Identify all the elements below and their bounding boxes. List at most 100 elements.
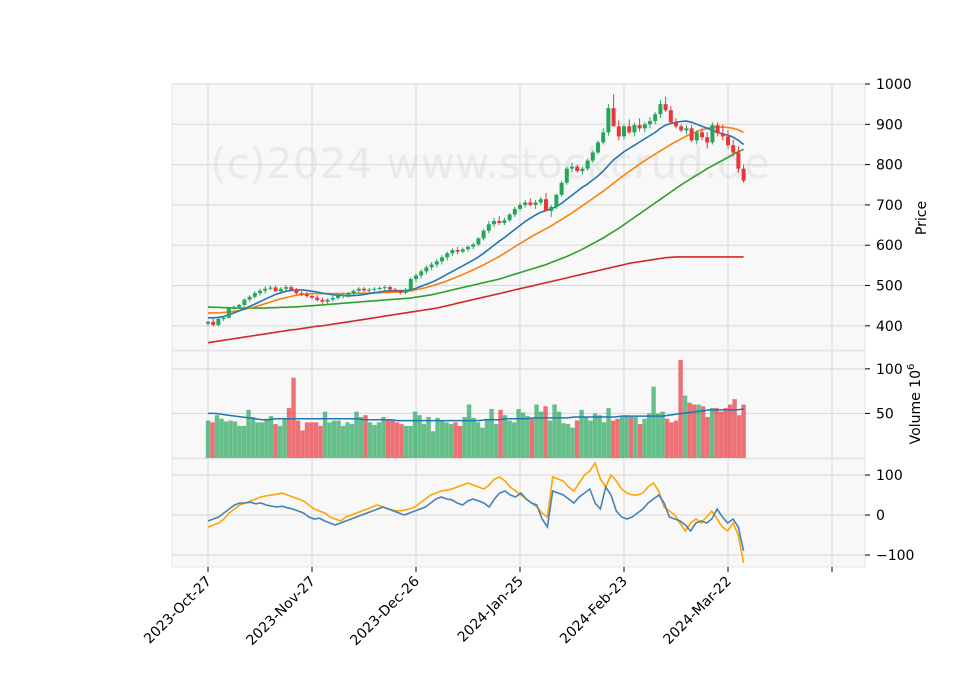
volume-bar bbox=[372, 425, 377, 458]
volume-bar bbox=[457, 425, 463, 458]
y-tick-label: 0 bbox=[876, 508, 885, 524]
candle-body bbox=[580, 168, 585, 172]
candle-body bbox=[330, 298, 335, 300]
volume-bar bbox=[345, 422, 350, 458]
ma200-line bbox=[207, 256, 744, 344]
volume-bar bbox=[628, 416, 634, 458]
candle-body bbox=[429, 264, 434, 268]
candle-body bbox=[700, 132, 704, 138]
x-tick-label: 2024-Mar-22 bbox=[661, 574, 735, 648]
candle-body bbox=[419, 271, 424, 276]
candle-body bbox=[247, 296, 252, 300]
candle-body bbox=[252, 293, 257, 297]
ma20-line bbox=[208, 126, 744, 314]
candle-body bbox=[741, 168, 746, 181]
volume-bar bbox=[255, 422, 260, 458]
volume-bar bbox=[340, 425, 346, 458]
volume-bar bbox=[565, 424, 571, 458]
volume-bar bbox=[246, 409, 251, 458]
volume-bar bbox=[241, 425, 247, 458]
candle-body bbox=[632, 125, 637, 133]
volume-bar bbox=[502, 415, 508, 458]
y-tick-label: 100 bbox=[876, 362, 903, 378]
x-tick-label: 2024-Jan-25 bbox=[455, 574, 527, 646]
candle-body bbox=[341, 295, 346, 297]
candle-body bbox=[304, 294, 309, 296]
x-tick-label: 2024-Feb-23 bbox=[557, 574, 631, 648]
moving-average-lines bbox=[207, 120, 745, 344]
candle-body bbox=[590, 152, 595, 161]
candle-body bbox=[642, 124, 647, 129]
candle-body bbox=[242, 299, 247, 305]
volume-bar bbox=[592, 413, 598, 458]
price-panel-bg bbox=[171, 83, 866, 351]
volume-bar bbox=[583, 416, 589, 458]
volume-bar bbox=[421, 424, 427, 458]
candle-body bbox=[268, 287, 273, 289]
candlesticks bbox=[206, 94, 746, 327]
candle-body bbox=[414, 275, 418, 280]
candle-body bbox=[616, 126, 621, 137]
volume-bar bbox=[597, 415, 602, 458]
volume-bar bbox=[714, 408, 719, 458]
volume-bar bbox=[538, 411, 544, 458]
volume-bar bbox=[354, 411, 359, 458]
y-tick-label: 1000 bbox=[876, 77, 912, 93]
ma10-line bbox=[208, 120, 745, 319]
volume-bar bbox=[691, 404, 697, 458]
volume-axis-label: Volume 106 bbox=[906, 364, 924, 445]
candle-body bbox=[211, 321, 216, 326]
volume-bar bbox=[205, 420, 211, 458]
y-tick-label: 100 bbox=[876, 468, 903, 484]
volume-bar bbox=[435, 417, 440, 458]
y-tick-label: 900 bbox=[876, 117, 903, 133]
volume-bar bbox=[552, 404, 557, 458]
volume-bar bbox=[687, 402, 692, 458]
candle-body bbox=[263, 288, 268, 291]
candle-body bbox=[289, 287, 294, 290]
candle-body bbox=[273, 287, 278, 292]
y-tick-label: 600 bbox=[876, 238, 903, 254]
volume-bar bbox=[462, 416, 467, 458]
candle-body bbox=[232, 306, 236, 309]
volume-bar bbox=[561, 423, 566, 458]
volume-bar bbox=[412, 411, 418, 458]
volume-bar bbox=[237, 425, 242, 458]
volume-bar bbox=[286, 408, 292, 458]
candle-body bbox=[663, 104, 668, 111]
candle-body bbox=[653, 114, 658, 122]
volume-bar bbox=[291, 377, 296, 458]
candle-body bbox=[601, 132, 606, 143]
volume-bar bbox=[277, 425, 283, 458]
candle-body bbox=[502, 220, 507, 224]
candle-body bbox=[466, 246, 470, 250]
volume-bar bbox=[444, 422, 449, 458]
candle-body bbox=[377, 287, 382, 289]
candle-body bbox=[596, 142, 600, 153]
candle-body bbox=[736, 152, 741, 169]
volume-bar bbox=[718, 411, 724, 458]
volume-bar bbox=[556, 411, 562, 458]
volume-bar bbox=[381, 416, 386, 458]
volume-bar bbox=[264, 418, 269, 458]
volume-bar bbox=[709, 408, 715, 458]
volume-bar bbox=[669, 422, 674, 458]
volume-bar bbox=[547, 420, 553, 458]
watermark: (c)2024 www.stockcrud.de bbox=[210, 139, 770, 188]
candle-body bbox=[705, 137, 710, 143]
volume-bars bbox=[205, 359, 746, 458]
volume-bar bbox=[376, 422, 382, 458]
volume-bar bbox=[619, 416, 625, 458]
candle-body bbox=[533, 202, 538, 205]
candle-body bbox=[564, 168, 569, 183]
volume-bar bbox=[403, 425, 409, 458]
ma50-line bbox=[207, 148, 744, 309]
volume-bar bbox=[453, 422, 458, 458]
volume-bar bbox=[426, 416, 431, 458]
y-tick-label: 50 bbox=[876, 406, 894, 422]
candle-body bbox=[445, 253, 450, 258]
volume-bar bbox=[282, 418, 287, 458]
candle-body bbox=[393, 289, 398, 292]
candle-body bbox=[549, 206, 554, 211]
volume-bar bbox=[273, 424, 278, 458]
